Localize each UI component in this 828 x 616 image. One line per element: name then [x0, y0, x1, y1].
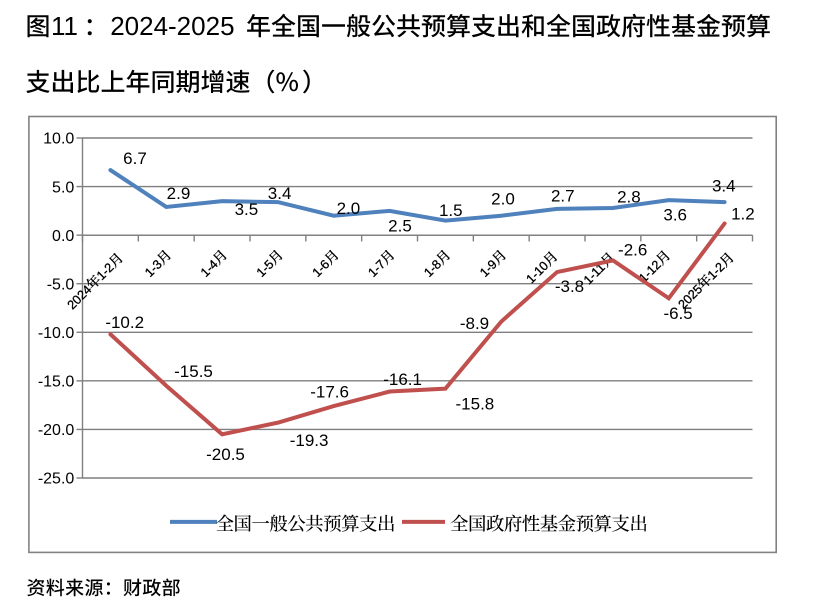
svg-text:-8.9: -8.9 [460, 314, 489, 333]
svg-text:-5.0: -5.0 [47, 276, 75, 293]
svg-text:-15.8: -15.8 [456, 395, 495, 414]
svg-text:-10.2: -10.2 [105, 313, 144, 332]
svg-text:2.9: 2.9 [167, 184, 191, 203]
svg-text:1.2: 1.2 [731, 204, 755, 223]
svg-text:-25.0: -25.0 [38, 471, 75, 488]
svg-text:-19.3: -19.3 [290, 431, 329, 450]
svg-text:2.5: 2.5 [388, 217, 412, 236]
svg-text:2.7: 2.7 [551, 187, 575, 206]
svg-text:5.0: 5.0 [52, 179, 74, 196]
svg-text:3.6: 3.6 [663, 206, 687, 225]
svg-text:11: 11 [51, 11, 78, 41]
svg-text:0.0: 0.0 [52, 228, 74, 245]
svg-text:3.5: 3.5 [235, 200, 259, 219]
svg-text:-17.6: -17.6 [310, 382, 349, 401]
svg-text:3.4: 3.4 [268, 184, 292, 203]
svg-text:3.4: 3.4 [712, 176, 736, 195]
svg-text:-6.5: -6.5 [663, 304, 692, 323]
svg-text:2.0: 2.0 [337, 199, 361, 218]
svg-text:2.0: 2.0 [491, 190, 515, 209]
svg-text:-3.8: -3.8 [555, 277, 584, 296]
svg-text:6.7: 6.7 [123, 149, 147, 168]
svg-text:-16.1: -16.1 [383, 370, 422, 389]
svg-text:2024-2025: 2024-2025 [110, 11, 234, 41]
svg-text:-10.0: -10.0 [38, 325, 75, 342]
svg-text:1.5: 1.5 [439, 201, 463, 220]
svg-text:10.0: 10.0 [43, 131, 74, 148]
svg-text:-2.6: -2.6 [618, 241, 647, 260]
svg-text:-15.5: -15.5 [174, 362, 213, 381]
svg-text:2.8: 2.8 [617, 187, 641, 206]
svg-text:-20.5: -20.5 [206, 445, 245, 464]
svg-text:-20.0: -20.0 [38, 422, 75, 439]
svg-text:-15.0: -15.0 [38, 374, 75, 391]
